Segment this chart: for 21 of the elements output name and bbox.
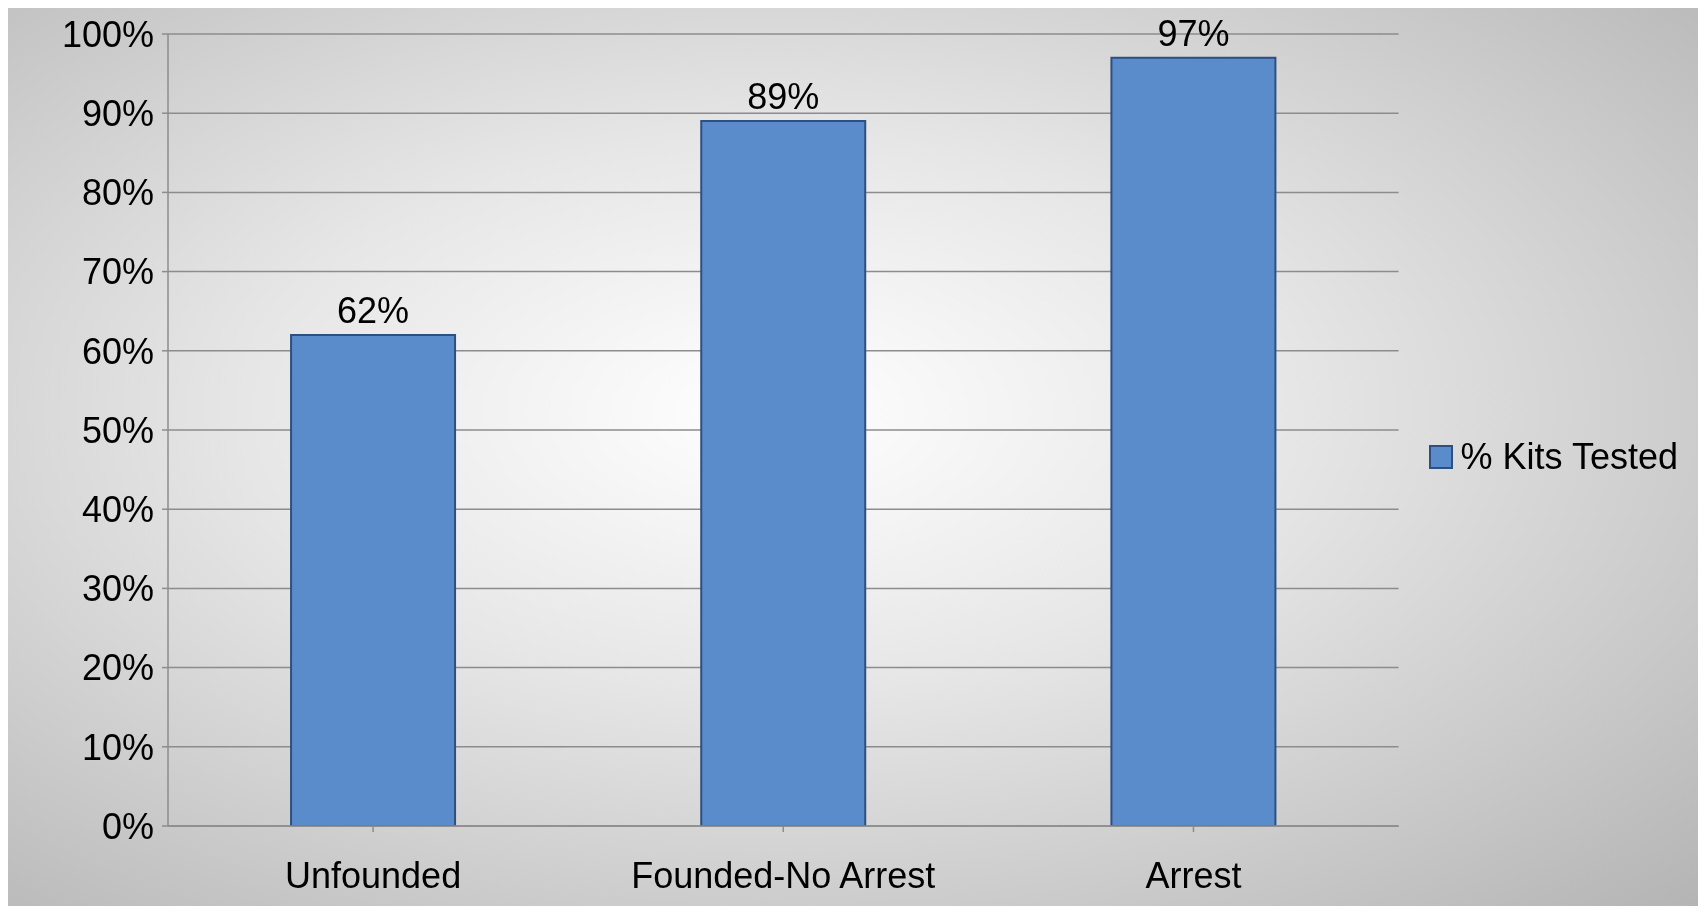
y-tick-label: 90% <box>81 92 154 134</box>
legend-label: % Kits Tested <box>1460 436 1678 478</box>
y-tick-label: 10% <box>81 726 154 768</box>
bar <box>700 120 867 826</box>
y-tick-label: 100% <box>61 13 154 55</box>
x-tick-label: Founded-No Arrest <box>631 854 936 896</box>
y-tick-label: 0% <box>101 805 154 847</box>
x-tick-label: Arrest <box>1145 854 1242 896</box>
data-label: 89% <box>747 76 820 118</box>
y-tick-label: 20% <box>81 647 154 689</box>
y-tick-label: 80% <box>81 172 154 214</box>
data-label: 62% <box>337 289 410 331</box>
x-tick-label: Unfounded <box>285 854 462 896</box>
data-label: 97% <box>1157 12 1230 54</box>
y-tick-label: 40% <box>81 488 154 530</box>
y-tick-label: 70% <box>81 251 154 293</box>
y-tick-label: 60% <box>81 330 154 372</box>
bar <box>290 333 457 826</box>
y-tick-label: 50% <box>81 409 154 451</box>
y-tick-label: 30% <box>81 568 154 610</box>
bar <box>1110 56 1277 826</box>
